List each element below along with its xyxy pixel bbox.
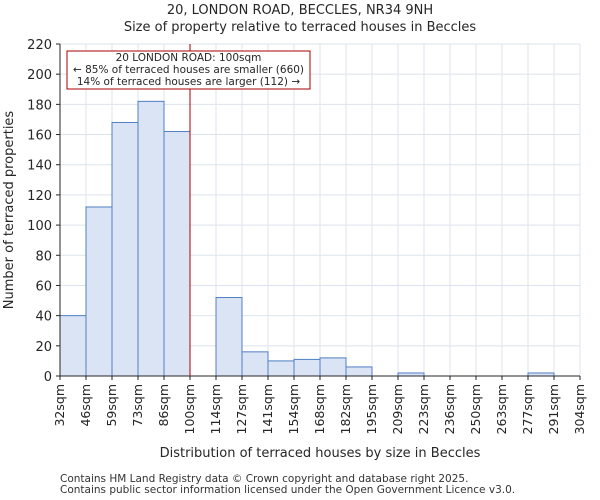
x-tick-label: 154sqm [286, 384, 301, 434]
bar [163, 131, 191, 377]
x-axis-ticks: 32sqm 46sqm 59sqm 73sqm 86sqm 100sqm 114sqm 127… [52, 376, 587, 434]
chart-subtitle: Size of property relative to terraced ho… [123, 20, 477, 35]
annotation-line-3: 14% of terraced houses are larger (112) … [77, 76, 300, 88]
x-tick-label: 277sqm [520, 384, 535, 434]
y-tick-label: 20 [35, 340, 52, 355]
y-tick-label: 180 [27, 98, 52, 113]
y-tick-label: 160 [27, 129, 52, 144]
bar [215, 297, 243, 377]
annotation-line-2: ← 85% of terraced houses are smaller (66… [73, 64, 304, 76]
y-axis-ticks: 0 20 40 60 80 100 120 140 160 180 200 220 [27, 38, 60, 385]
y-tick-label: 60 [35, 279, 52, 294]
x-tick-label: 263sqm [494, 384, 509, 434]
x-tick-label: 46sqm [78, 384, 93, 427]
x-tick-label: 223sqm [416, 384, 431, 434]
x-tick-label: 73sqm [130, 384, 145, 427]
x-tick-label: 127sqm [234, 384, 249, 434]
x-tick-label: 141sqm [260, 384, 275, 434]
bars [59, 100, 555, 377]
x-axis-label: Distribution of terraced houses by size … [160, 446, 481, 461]
y-tick-label: 220 [27, 38, 52, 53]
x-tick-label: 236sqm [442, 384, 457, 434]
y-tick-label: 40 [35, 310, 52, 325]
bar [85, 206, 113, 377]
x-tick-label: 32sqm [52, 384, 67, 427]
annotation-line-1: 20 LONDON ROAD: 100sqm [116, 52, 262, 64]
footer-line-1: Contains HM Land Registry data © Crown c… [60, 473, 469, 485]
x-tick-label: 182sqm [338, 384, 353, 434]
x-tick-label: 291sqm [546, 384, 561, 434]
x-tick-label: 250sqm [468, 384, 483, 434]
x-tick-label: 168sqm [312, 384, 327, 434]
x-tick-label: 100sqm [182, 384, 197, 434]
chart-title: 20, LONDON ROAD, BECCLES, NR34 9NH [166, 3, 434, 18]
y-tick-label: 200 [27, 68, 52, 83]
y-tick-label: 140 [27, 159, 52, 174]
y-tick-label: 100 [27, 219, 52, 234]
x-tick-label: 195sqm [364, 384, 379, 434]
x-tick-label: 114sqm [208, 384, 223, 434]
bar [59, 315, 87, 377]
x-tick-label: 304sqm [572, 384, 587, 434]
bar [293, 358, 321, 377]
x-tick-label: 59sqm [104, 384, 119, 427]
bar [345, 366, 373, 377]
annotation-box [66, 50, 311, 90]
y-axis-label: Number of terraced properties [2, 111, 17, 310]
footer-line-2: Contains public sector information licen… [60, 484, 516, 496]
bar [267, 360, 295, 377]
bar [319, 357, 347, 377]
bar [111, 121, 139, 377]
x-tick-label: 209sqm [390, 384, 405, 434]
y-tick-label: 80 [35, 249, 52, 264]
y-tick-label: 120 [27, 189, 52, 204]
bar [137, 100, 165, 377]
x-tick-label: 86sqm [156, 384, 171, 427]
y-tick-label: 0 [44, 370, 52, 385]
bar [241, 351, 269, 377]
